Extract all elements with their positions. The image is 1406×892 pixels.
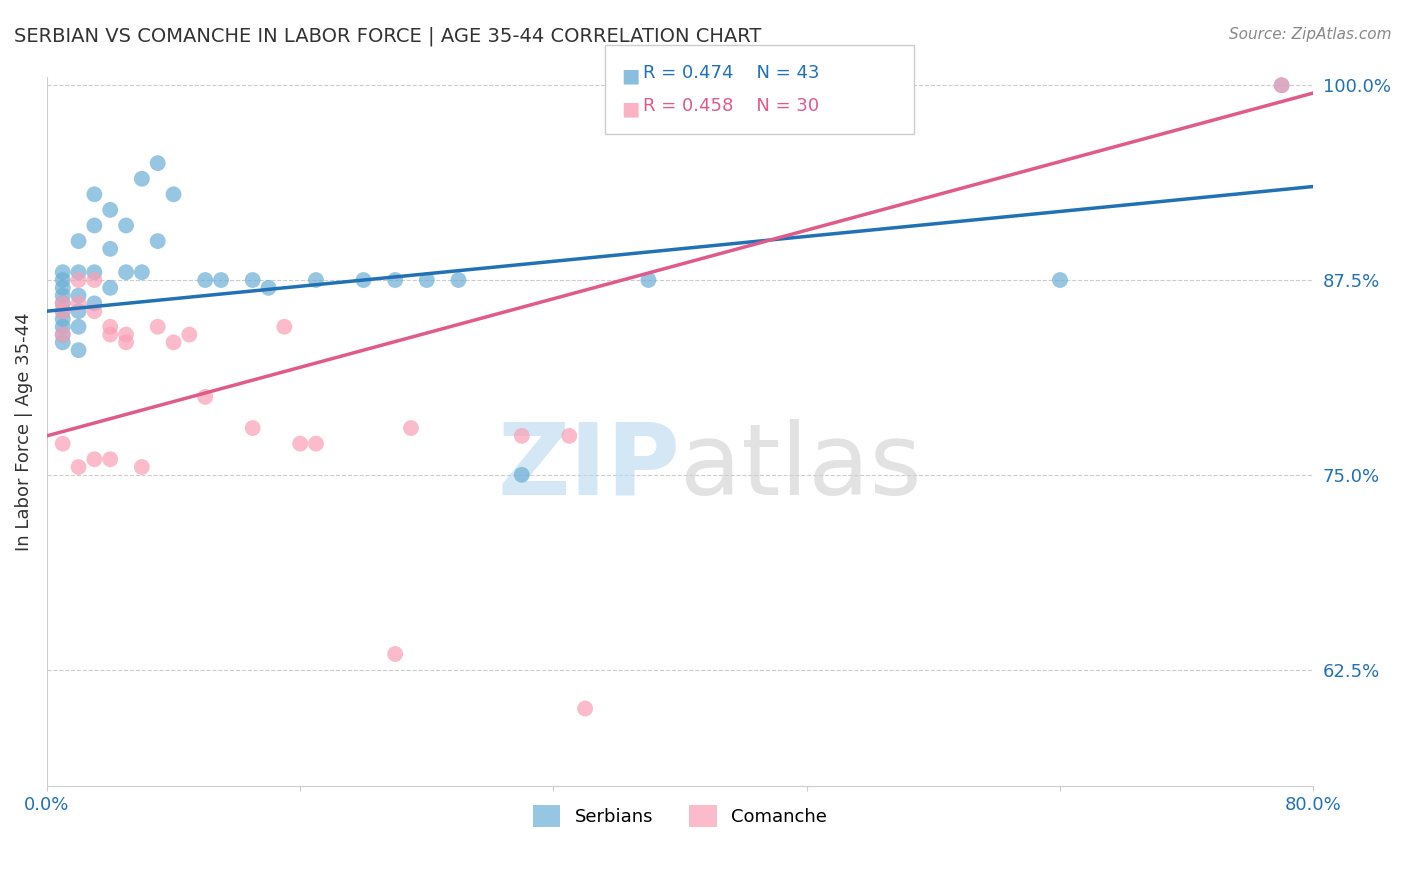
Point	[52, 327, 75, 342]
Point	[52, 312, 75, 326]
Point	[447, 273, 470, 287]
Point	[83, 304, 105, 318]
Point	[98, 202, 121, 217]
Point	[194, 390, 217, 404]
Point	[98, 319, 121, 334]
Point	[83, 187, 105, 202]
Point	[115, 327, 138, 342]
Y-axis label: In Labor Force | Age 35-44: In Labor Force | Age 35-44	[15, 313, 32, 551]
Point	[510, 467, 533, 482]
Point	[83, 265, 105, 279]
Point	[209, 273, 232, 287]
Point	[115, 219, 138, 233]
Text: atlas: atlas	[681, 419, 922, 516]
Point	[98, 242, 121, 256]
Point	[67, 343, 90, 358]
Point	[194, 273, 217, 287]
Point	[637, 273, 659, 287]
Point	[305, 436, 328, 450]
Point	[305, 273, 328, 287]
Point	[179, 327, 201, 342]
Point	[115, 265, 138, 279]
Text: SERBIAN VS COMANCHE IN LABOR FORCE | AGE 35-44 CORRELATION CHART: SERBIAN VS COMANCHE IN LABOR FORCE | AGE…	[14, 27, 762, 46]
Point	[416, 273, 439, 287]
Legend: Serbians, Comanche: Serbians, Comanche	[526, 797, 834, 834]
Point	[131, 460, 153, 475]
Point	[131, 171, 153, 186]
Text: ■: ■	[621, 100, 640, 119]
Point	[52, 281, 75, 295]
Point	[1049, 273, 1071, 287]
Point	[353, 273, 375, 287]
Point	[131, 265, 153, 279]
Point	[52, 273, 75, 287]
Point	[52, 327, 75, 342]
Point	[146, 156, 169, 170]
Point	[67, 319, 90, 334]
Point	[510, 429, 533, 443]
Point	[257, 281, 280, 295]
Point	[384, 273, 406, 287]
Point	[146, 234, 169, 248]
Point	[83, 219, 105, 233]
Point	[288, 436, 311, 450]
Point	[146, 319, 169, 334]
Point	[83, 273, 105, 287]
Point	[115, 335, 138, 350]
Point	[52, 296, 75, 310]
Text: ZIP: ZIP	[498, 419, 681, 516]
Point	[52, 319, 75, 334]
Point	[98, 327, 121, 342]
Point	[273, 319, 295, 334]
Point	[52, 335, 75, 350]
Point	[67, 460, 90, 475]
Point	[242, 273, 264, 287]
Point	[574, 701, 596, 715]
Point	[52, 288, 75, 302]
Point	[52, 265, 75, 279]
Text: ■: ■	[621, 67, 640, 86]
Point	[1271, 78, 1294, 93]
Text: Source: ZipAtlas.com: Source: ZipAtlas.com	[1229, 27, 1392, 42]
Point	[98, 452, 121, 467]
Point	[242, 421, 264, 435]
Point	[162, 187, 184, 202]
Point	[52, 436, 75, 450]
Text: R = 0.474    N = 43: R = 0.474 N = 43	[643, 64, 820, 82]
Point	[384, 647, 406, 661]
Point	[98, 281, 121, 295]
Point	[52, 304, 75, 318]
Point	[52, 296, 75, 310]
Point	[67, 304, 90, 318]
Point	[162, 335, 184, 350]
Point	[67, 234, 90, 248]
Point	[52, 304, 75, 318]
Point	[67, 273, 90, 287]
Point	[1271, 78, 1294, 93]
Text: R = 0.458    N = 30: R = 0.458 N = 30	[643, 97, 818, 115]
Point	[67, 296, 90, 310]
Point	[83, 452, 105, 467]
Point	[67, 265, 90, 279]
Point	[399, 421, 422, 435]
Point	[67, 288, 90, 302]
Point	[83, 296, 105, 310]
Point	[558, 429, 581, 443]
